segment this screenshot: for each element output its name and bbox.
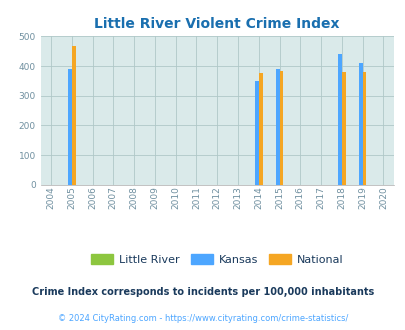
Bar	[337, 54, 341, 185]
Bar	[362, 72, 365, 185]
Bar	[341, 72, 345, 185]
Bar	[275, 69, 279, 185]
Bar	[358, 63, 362, 185]
Bar	[68, 69, 72, 185]
Bar	[258, 73, 262, 185]
Legend: Little River, Kansas, National: Little River, Kansas, National	[86, 250, 347, 269]
Bar	[279, 71, 283, 185]
Bar	[254, 81, 258, 185]
Title: Little River Violent Crime Index: Little River Violent Crime Index	[94, 17, 339, 31]
Text: Crime Index corresponds to incidents per 100,000 inhabitants: Crime Index corresponds to incidents per…	[32, 287, 373, 297]
Bar	[72, 46, 75, 185]
Text: © 2024 CityRating.com - https://www.cityrating.com/crime-statistics/: © 2024 CityRating.com - https://www.city…	[58, 314, 347, 323]
